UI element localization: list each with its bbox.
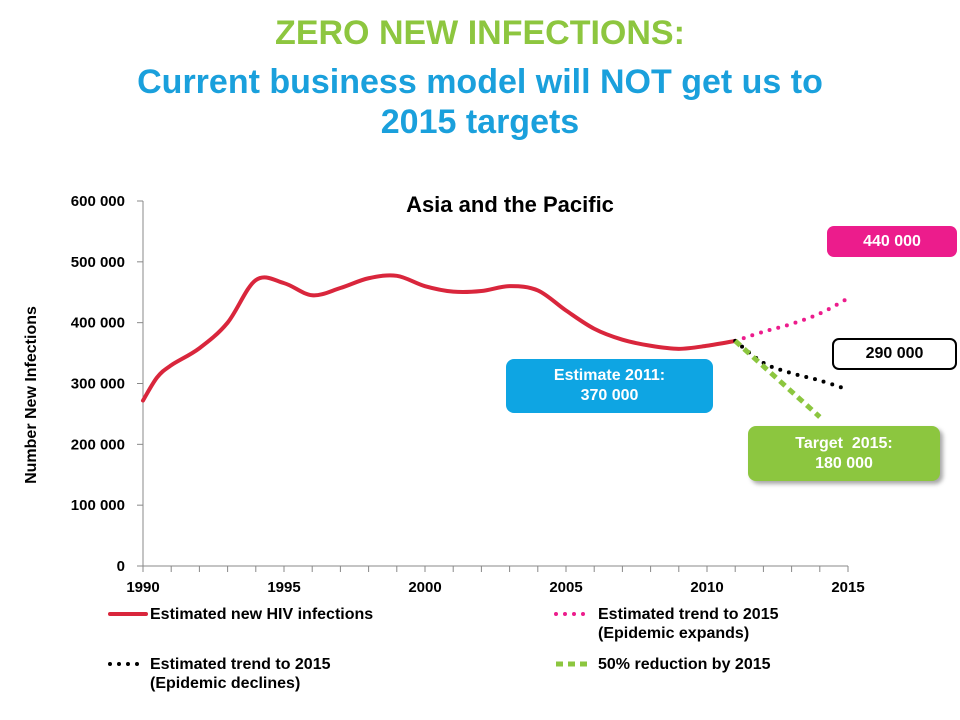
slide-subtitle: Current business model will NOT get us t… [0, 62, 960, 142]
estimate-callout-value: 370 000 [580, 387, 639, 404]
series-50pct-reduction [733, 339, 822, 419]
chart-axes: 0 100 000 200 000 300 000 400 000 500 000 600 … [71, 193, 865, 596]
y-axis-label: Number New Infections [23, 306, 40, 484]
legend-label: Estimated trend to 2015 [150, 656, 331, 673]
target-callout-value: 180 000 [815, 454, 873, 472]
y-tick-label: 600 000 [71, 193, 125, 210]
y-tick-label: 400 000 [71, 315, 125, 332]
legend-item-declines: Estimated trend to 2015 (Epidemic declin… [150, 655, 331, 693]
x-tick-label: 2000 [408, 579, 441, 596]
x-tick-label: 1995 [267, 579, 300, 596]
slide-title: ZERO NEW INFECTIONS: [275, 14, 685, 52]
legend-item-expands: Estimated trend to 2015 (Epidemic expand… [598, 605, 779, 643]
x-tick-label: 2015 [831, 579, 864, 596]
legend-sublabel: (Epidemic declines) [150, 675, 301, 692]
y-tick-label: 500 000 [71, 254, 125, 271]
estimate-callout-label: Estimate 2011: [553, 367, 666, 384]
expands-value-callout: 440 000 [827, 226, 957, 257]
legend-item-hiv: Estimated new HIV infections [150, 605, 373, 624]
legend-label: Estimated trend to 2015 [598, 606, 779, 623]
estimate-2011-callout: Estimate 2011: 370 000 [506, 359, 713, 413]
y-tick-label: 0 [117, 558, 125, 575]
chart-series [141, 273, 850, 419]
y-tick-label: 300 000 [71, 376, 125, 393]
legend-label: Estimated new HIV infections [150, 606, 374, 623]
target-callout-label: Target 2015: [795, 434, 893, 452]
y-tick-label: 200 000 [71, 436, 125, 453]
target-2015-callout: Target 2015: 180 000 [748, 426, 940, 481]
slide-subtitle-text: Current business model will NOT get us t… [137, 63, 823, 141]
legend-item-reduction: 50% reduction by 2015 [598, 655, 771, 674]
x-tick-label: 2005 [549, 579, 582, 596]
series-epidemic-expands [733, 296, 850, 343]
series-hiv-infections [141, 273, 738, 403]
y-tick-label: 100 000 [71, 497, 125, 514]
chart-title: Asia and the Pacific [406, 192, 614, 217]
legend-sublabel: (Epidemic expands) [598, 625, 750, 642]
legend-marks [108, 612, 594, 667]
x-tick-label: 2010 [690, 579, 723, 596]
legend-label: 50% reduction by 2015 [598, 656, 771, 673]
declines-value-callout: 290 000 [832, 338, 957, 370]
x-tick-label: 1990 [126, 579, 159, 596]
